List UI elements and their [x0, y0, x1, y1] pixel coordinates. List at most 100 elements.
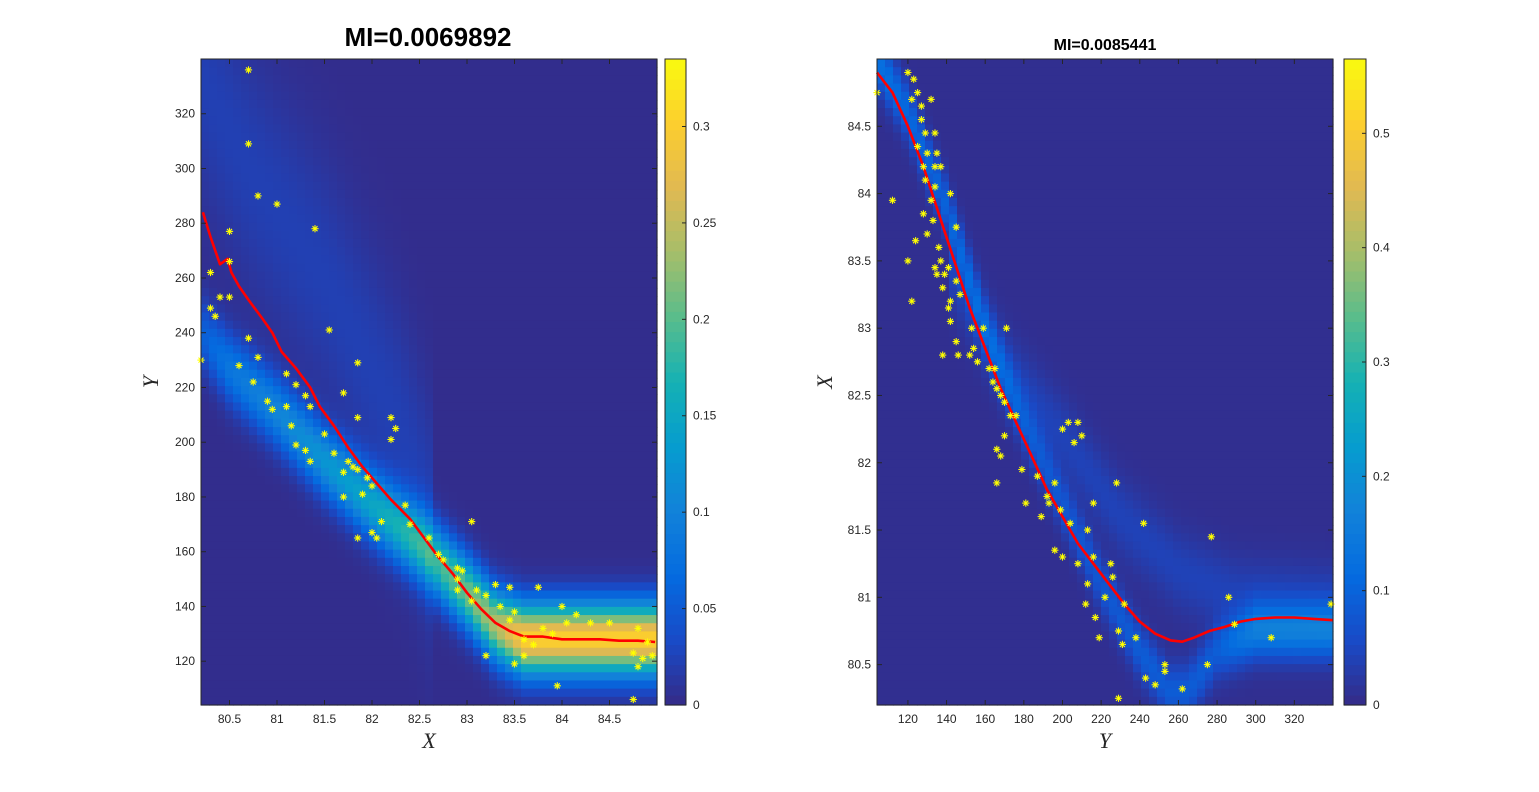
heat-cell — [473, 484, 482, 493]
heat-cell — [313, 328, 322, 338]
heat-cell — [537, 189, 546, 199]
heat-cell — [265, 59, 274, 68]
heat-cell — [401, 696, 410, 706]
heat-cell — [473, 287, 482, 297]
heat-cell — [465, 467, 474, 477]
heat-cell — [305, 557, 314, 567]
heat-cell — [633, 639, 642, 649]
heat-cell — [545, 263, 554, 273]
heat-cell — [609, 198, 618, 207]
heat-cell — [329, 557, 338, 567]
heat-cell — [617, 631, 626, 641]
heat-cell — [257, 516, 266, 526]
heat-cell — [497, 672, 506, 682]
heat-cell — [577, 402, 586, 412]
heat-cell — [885, 680, 894, 690]
heat-cell — [369, 451, 378, 461]
heat-cell — [401, 377, 410, 387]
heat-cell — [281, 680, 290, 690]
heat-cell — [465, 148, 474, 158]
heat-cell — [529, 549, 538, 559]
heat-cell — [513, 696, 522, 706]
heat-cell — [885, 639, 894, 649]
heat-cell — [233, 320, 242, 330]
heat-cell — [593, 230, 602, 240]
heat-cell — [609, 108, 618, 117]
heat-cell — [545, 549, 554, 559]
colorbar-tick-label: 0.1 — [693, 505, 710, 519]
heat-cell — [473, 377, 482, 387]
heat-cell — [489, 345, 498, 354]
heat-cell — [537, 369, 546, 379]
heat-cell — [433, 369, 442, 379]
heat-cell — [593, 639, 602, 649]
heat-cell — [617, 124, 626, 134]
heat-cell — [465, 574, 474, 583]
heat-cell — [585, 132, 594, 142]
colorbar-segment — [665, 230, 686, 242]
heat-cell — [209, 647, 218, 657]
heat-cell — [297, 361, 306, 371]
heat-cell — [489, 688, 498, 698]
heat-cell — [337, 369, 346, 379]
heat-cell — [473, 402, 482, 412]
heat-cell — [577, 198, 586, 207]
heat-cell — [321, 328, 330, 338]
heat-cell — [505, 198, 514, 207]
heat-cell — [465, 99, 474, 109]
heat-cell — [561, 672, 570, 682]
heat-cell — [449, 222, 458, 232]
heat-cell — [265, 75, 274, 85]
heat-cell — [569, 198, 578, 207]
heat-cell — [273, 238, 282, 248]
heat-cell — [529, 345, 538, 354]
heat-cell — [433, 99, 442, 109]
heat-cell — [513, 181, 522, 191]
heat-cell — [609, 91, 618, 101]
heat-cell — [401, 132, 410, 142]
heat-cell — [561, 557, 570, 567]
heat-cell — [513, 647, 522, 657]
heat-cell — [257, 549, 266, 559]
heat-cell — [249, 402, 258, 412]
heat-cell — [401, 75, 410, 85]
heat-cell — [529, 590, 538, 600]
heat-cell — [321, 639, 330, 649]
heat-cell — [529, 214, 538, 224]
heat-cell — [465, 606, 474, 616]
heat-cell — [601, 443, 610, 453]
heat-cell — [377, 688, 386, 698]
heat-cell — [561, 157, 570, 166]
heat-cell — [537, 230, 546, 240]
heat-cell — [273, 124, 282, 134]
heat-cell — [393, 606, 402, 616]
heat-cell — [481, 508, 490, 518]
heat-cell — [345, 165, 354, 175]
heat-cell — [313, 377, 322, 387]
heat-cell — [321, 492, 330, 502]
heat-cell — [233, 337, 242, 346]
heat-cell — [489, 557, 498, 567]
heat-cell — [561, 312, 570, 322]
heat-cell — [449, 263, 458, 273]
heat-cell — [265, 541, 274, 551]
heat-cell — [425, 377, 434, 387]
heat-cell — [885, 263, 894, 273]
heat-cell — [241, 459, 250, 469]
heat-cell — [601, 124, 610, 134]
heat-cell — [289, 492, 298, 502]
heat-cell — [249, 582, 258, 592]
heat-cell — [593, 369, 602, 379]
heat-cell — [561, 623, 570, 633]
heat-cell — [617, 647, 626, 657]
heat-cell — [441, 402, 450, 412]
heat-cell — [649, 157, 658, 166]
heat-cell — [877, 173, 886, 183]
heat-cell — [353, 508, 362, 518]
heat-cell — [649, 688, 658, 698]
heat-cell — [369, 598, 378, 608]
heat-cell — [417, 198, 426, 207]
x-tick-label: 81 — [270, 712, 284, 726]
heat-cell — [369, 655, 378, 665]
heat-cell — [457, 435, 466, 444]
